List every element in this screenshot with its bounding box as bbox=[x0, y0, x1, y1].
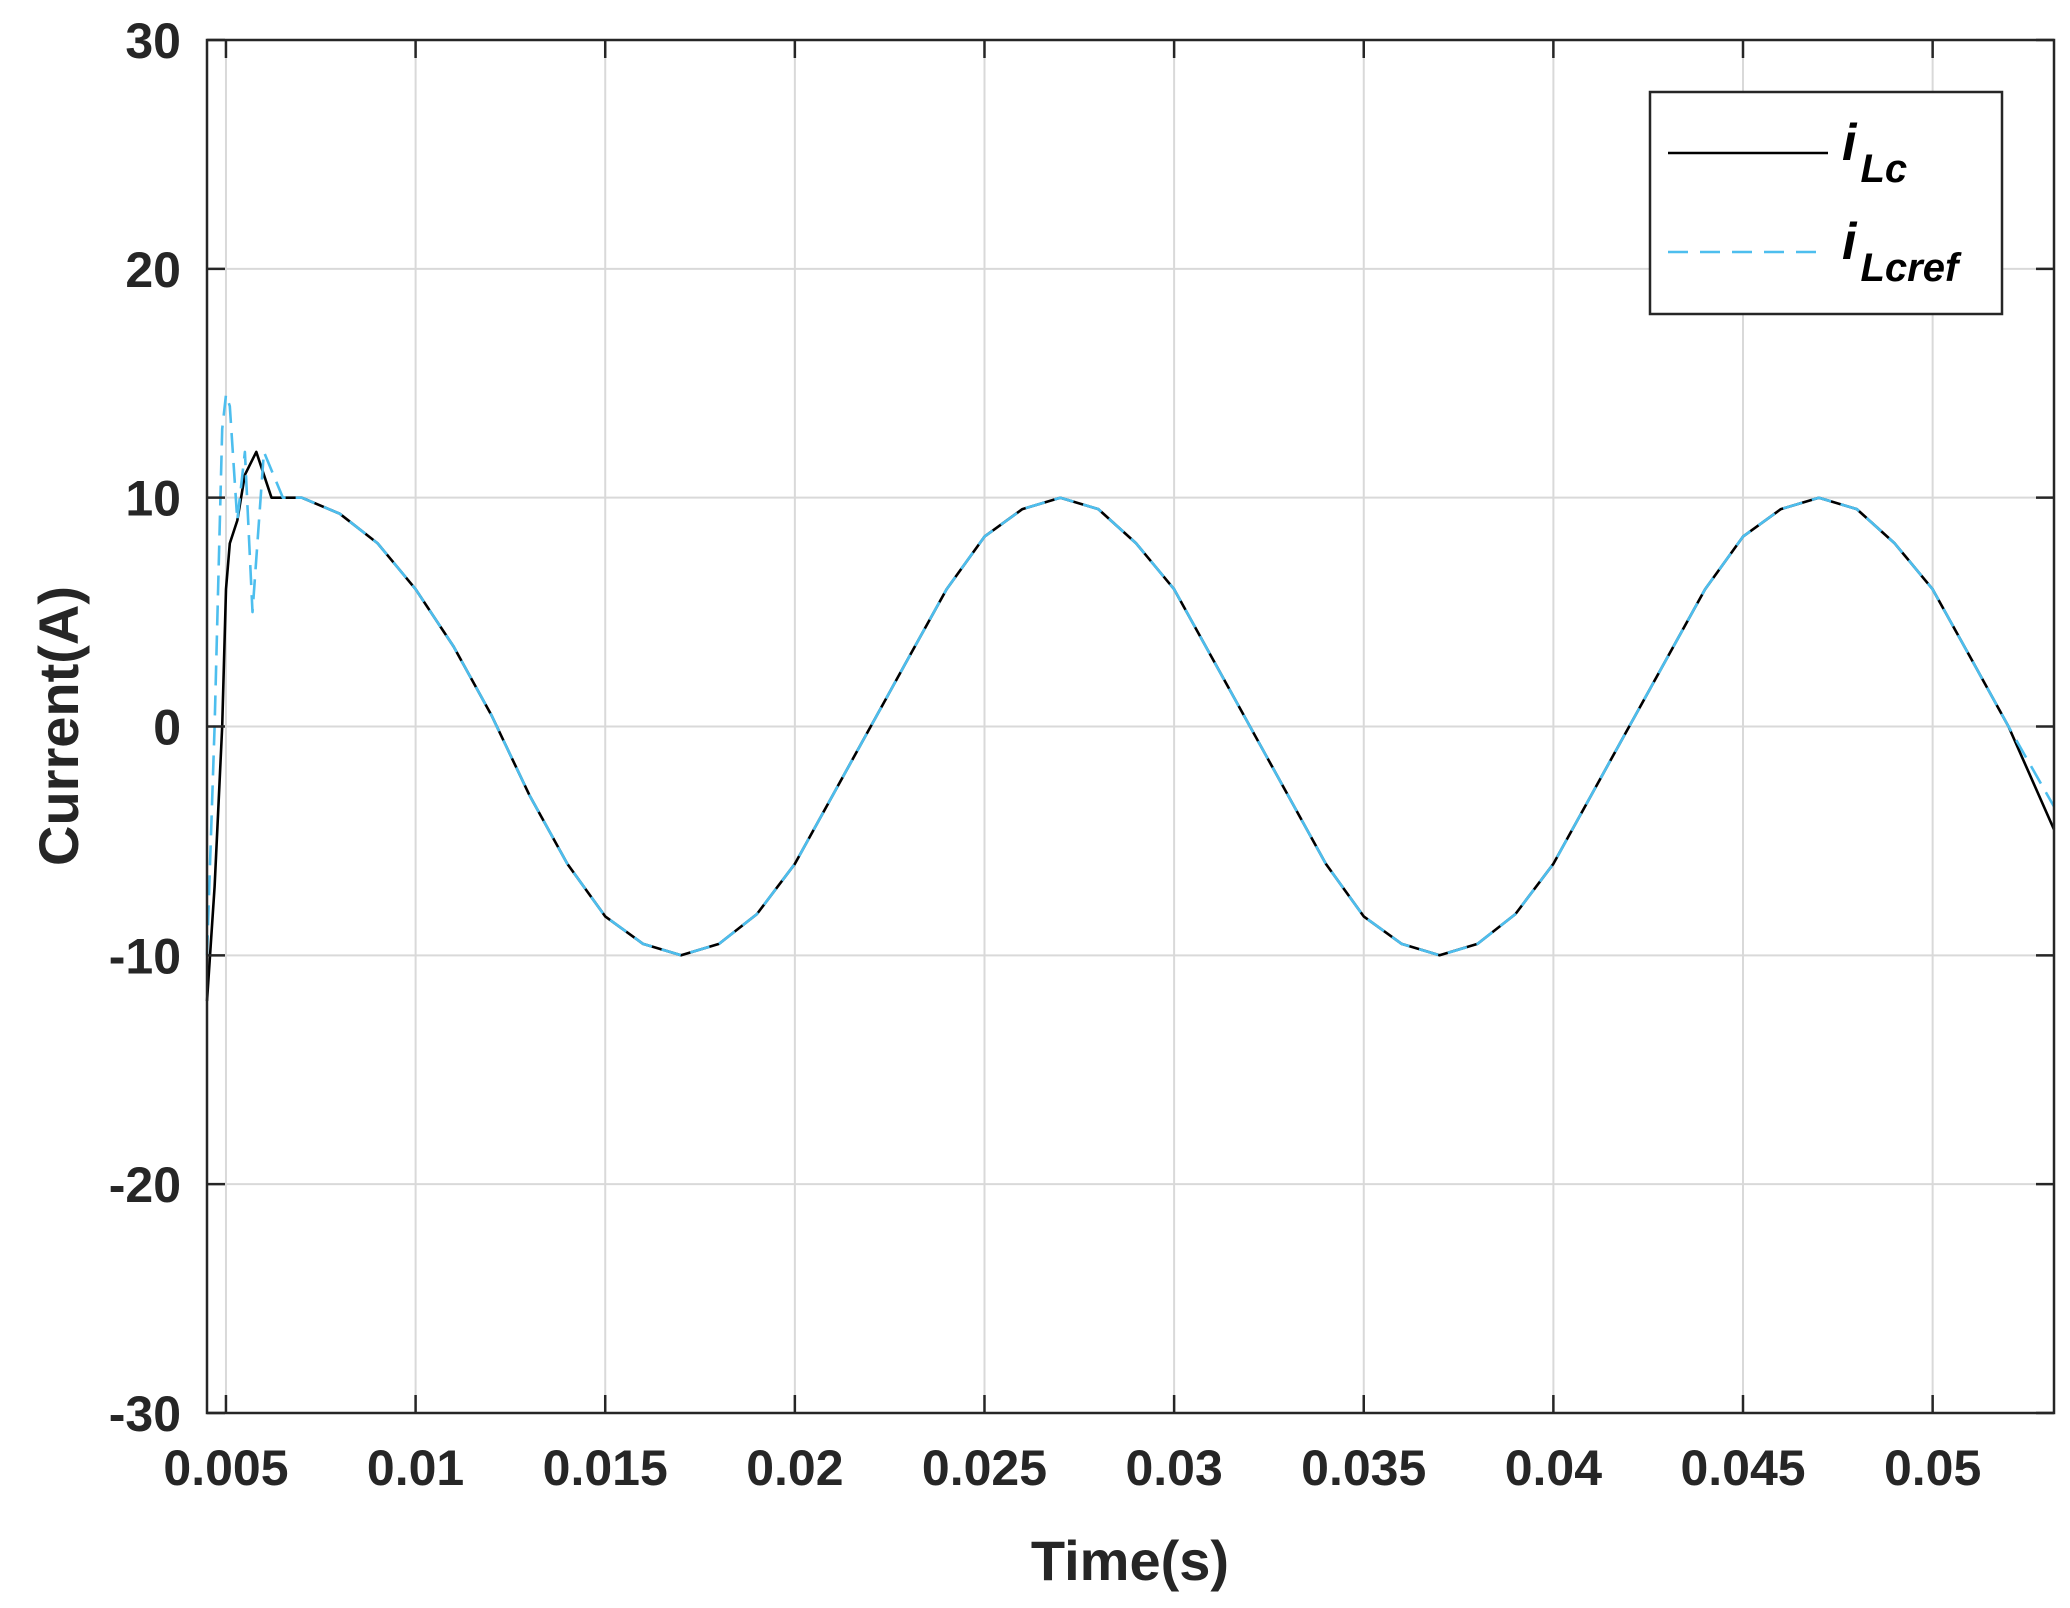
x-tick-label: 0.02 bbox=[746, 1440, 843, 1496]
y-tick-label: 20 bbox=[125, 242, 181, 298]
y-axis-label: Current(A) bbox=[27, 586, 90, 866]
x-tick-label: 0.04 bbox=[1505, 1440, 1603, 1496]
legend: i Lc i Lcref bbox=[1648, 90, 2004, 316]
x-tick-label: 0.01 bbox=[367, 1440, 464, 1496]
x-tick-label: 0.035 bbox=[1301, 1440, 1426, 1496]
y-tick-label: -10 bbox=[109, 928, 181, 984]
legend-box bbox=[1648, 90, 2004, 316]
x-tick-labels: 0.005 0.01 0.015 0.02 0.025 0.03 0.035 0.04 0.04… bbox=[163, 1440, 1981, 1496]
series-layer bbox=[205, 393, 2056, 1002]
x-tick-label: 0.03 bbox=[1125, 1440, 1222, 1496]
y-tick-label: 10 bbox=[125, 471, 181, 527]
x-tick-label: 0.015 bbox=[543, 1440, 668, 1496]
x-tick-label: 0.05 bbox=[1884, 1440, 1981, 1496]
y-tick-label: -20 bbox=[109, 1157, 181, 1213]
legend-label-iLcref: i Lcref bbox=[1842, 213, 1962, 290]
ticks bbox=[207, 38, 2054, 1415]
x-tick-label: 0.045 bbox=[1680, 1440, 1805, 1496]
y-tick-labels: -30 -20 -10 0 10 20 30 bbox=[109, 13, 181, 1442]
series-line-iLcref bbox=[205, 393, 2056, 957]
y-tick-label: 30 bbox=[125, 13, 181, 69]
x-tick-label: 0.005 bbox=[163, 1440, 288, 1496]
x-tick-label: 0.025 bbox=[922, 1440, 1047, 1496]
legend-label-iLc: i Lc bbox=[1842, 114, 1907, 191]
x-axis-label: Time(s) bbox=[1031, 1529, 1229, 1592]
y-tick-label: 0 bbox=[153, 700, 181, 756]
y-tick-label: -30 bbox=[109, 1386, 181, 1442]
